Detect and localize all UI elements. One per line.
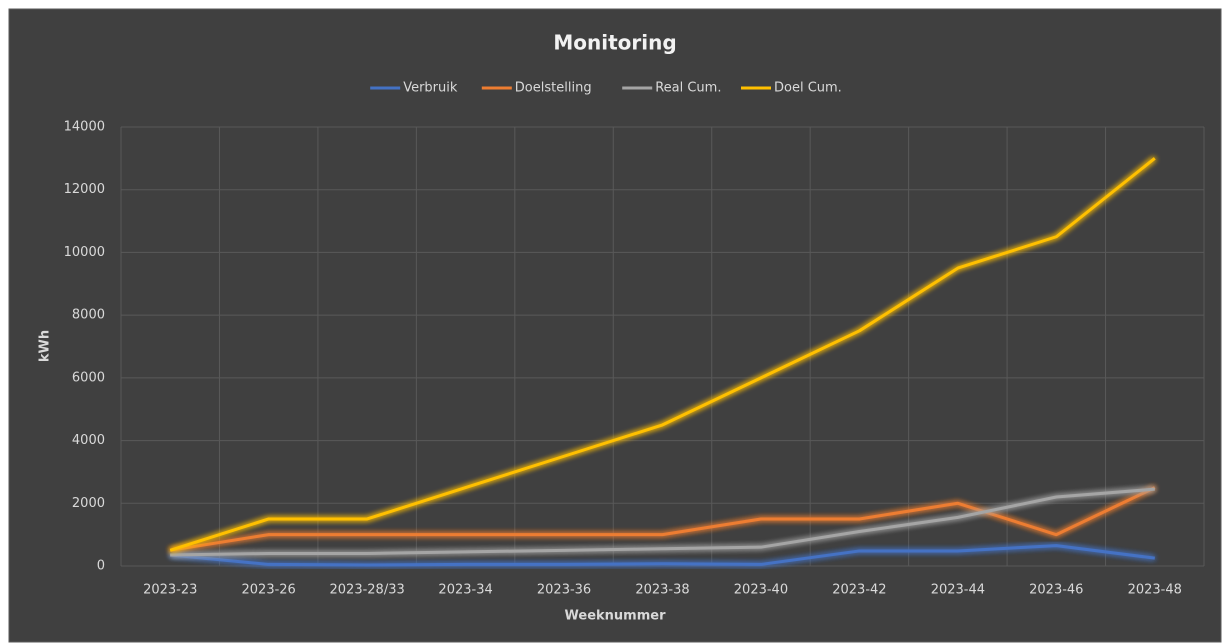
legend-label: Verbruik (403, 81, 458, 96)
y-tick-label: 12000 (64, 182, 105, 197)
line-series (169, 157, 1156, 552)
y-tick-label: 4000 (72, 433, 105, 448)
y-tick-label: 6000 (72, 370, 105, 385)
x-tick-label: 2023-38 (635, 583, 689, 598)
y-tick-label: 2000 (72, 496, 105, 511)
y-tick-label: 14000 (64, 120, 105, 135)
y-tick-label: 8000 (72, 308, 105, 323)
x-tick-label: 2023-26 (242, 583, 296, 598)
x-tick-label: 2023-36 (537, 583, 591, 598)
line-series (170, 487, 1155, 557)
x-tick-label: 2023-48 (1128, 583, 1182, 598)
chart-title: Monitoring (553, 31, 676, 55)
x-tick-label: 2023-23 (143, 583, 197, 598)
line-series (170, 544, 1155, 567)
legend-label: Real Cum. (655, 81, 721, 96)
line-series (169, 486, 1156, 552)
x-tick-label: 2023-46 (1029, 583, 1083, 598)
y-axis-title: kWh (38, 330, 53, 362)
legend-label: Doel Cum. (774, 81, 842, 96)
x-axis-title: Weeknummer (565, 609, 667, 624)
x-tick-label: 2023-28/33 (330, 583, 405, 598)
x-tick-label: 2023-40 (734, 583, 788, 598)
y-tick-label: 0 (97, 559, 105, 574)
y-tick-label: 10000 (64, 245, 105, 260)
legend-label: Doelstelling (515, 81, 592, 96)
x-tick-label: 2023-42 (832, 583, 886, 598)
x-tick-label: 2023-44 (931, 583, 985, 598)
x-tick-label: 2023-34 (438, 583, 492, 598)
